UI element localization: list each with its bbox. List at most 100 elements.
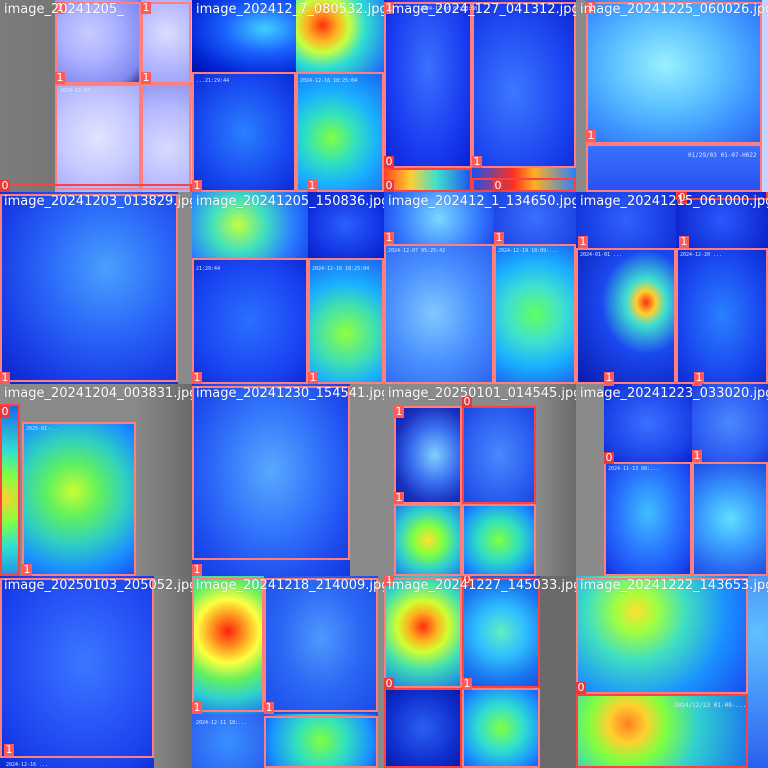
- class-label: 1: [384, 576, 394, 586]
- thermal-image: [192, 192, 308, 258]
- mosaic-tile: 1 image_20241203_013829.jpg: [0, 192, 192, 384]
- class-label: 1: [0, 371, 10, 384]
- class-label: 1: [694, 371, 704, 384]
- thermal-image: [676, 248, 768, 384]
- thermal-image: [576, 694, 748, 768]
- class-label: 1: [308, 371, 318, 384]
- timestamp: 2024-12-07 ...: [60, 88, 103, 94]
- detection-box: [264, 716, 378, 768]
- image-filename: image_20241205_: [4, 2, 124, 17]
- detection-box: [55, 84, 141, 190]
- class-label: 1: [192, 179, 202, 192]
- detection-box: [384, 578, 462, 688]
- thermal-image: [384, 192, 494, 244]
- mosaic-tile: 1 2024-12-16 ... image_20250103_205052.j…: [0, 576, 192, 768]
- detection-box: [308, 258, 384, 384]
- mosaic-tile: 1 1 1 1 0 2024-12-07 ... image_20241205_: [0, 0, 192, 192]
- image-filename: image_20241215_061000.jpg: [580, 194, 768, 209]
- detection-box: [604, 462, 692, 576]
- class-label: 1: [394, 405, 404, 418]
- class-label: 1: [192, 371, 202, 384]
- image-filename: image_202412_1_134650.jpg: [388, 194, 576, 209]
- class-label: 0: [384, 677, 394, 690]
- detection-box: [586, 2, 762, 144]
- thermal-image: [192, 72, 296, 192]
- mosaic-tile: 1 1 0 1 1 2024-01-01 ... 2024-12-20 ... …: [576, 192, 768, 384]
- class-label: 0: [677, 192, 687, 204]
- mosaic-tile: 1 0 1 image_20250101_014545.jpg: [384, 384, 576, 576]
- detection-box: [586, 144, 762, 192]
- mosaic-tile: 1 1 ...21:29:44 2024-12-16 18:25:04 imag…: [192, 0, 384, 192]
- mosaic-tile: 1 0 0 1 image_20241227_145033.jpg: [384, 576, 576, 768]
- image-filename: image_20241222_143653.jpg: [580, 578, 768, 593]
- image-filename: image_20241225_060026.jpg: [580, 2, 768, 17]
- detection-box: [141, 2, 191, 84]
- thermal-image: [55, 84, 141, 192]
- image-filename: image_202412_7_080532.jpg: [196, 2, 384, 17]
- timestamp: 01/29/03 01-07-H022: [688, 152, 757, 159]
- detection-box: [384, 168, 472, 192]
- class-label: 1: [141, 71, 151, 84]
- detection-box: [192, 258, 308, 384]
- thermal-image: [540, 576, 576, 768]
- timestamp: 2025-01-...: [26, 426, 60, 432]
- timestamp: 2024-11-13 08:...: [608, 466, 660, 472]
- detection-box: [692, 462, 768, 576]
- image-filename: image_20250103_205052.jpg: [4, 578, 192, 593]
- detection-box: [192, 386, 350, 560]
- detection-box: [22, 422, 136, 576]
- detection-box: [676, 248, 768, 384]
- thermal-image: [394, 406, 462, 504]
- class-label: 1: [578, 235, 588, 248]
- class-label: 1: [692, 449, 702, 462]
- thermal-image: [308, 258, 384, 384]
- thermal-image: [586, 144, 762, 192]
- class-label: 1: [4, 743, 14, 756]
- thermal-image: [676, 192, 768, 248]
- class-label: 0: [462, 395, 472, 408]
- detection-box: [0, 404, 20, 576]
- timestamp: 2024-12-16 18:25:04: [300, 78, 358, 84]
- thermal-image: [576, 576, 748, 694]
- class-label: 1: [462, 677, 472, 690]
- thermal-image: [0, 576, 154, 768]
- mosaic-tile: 1 image_20241230_154541.jpg: [192, 384, 384, 576]
- class-label: 1: [384, 1, 394, 14]
- mosaic-tile: 1 1 2024-12-07 05:25:42 2024-12-19 18:09…: [384, 192, 576, 384]
- detection-box: [55, 2, 141, 84]
- thermal-image: [384, 688, 462, 768]
- class-label: 0: [576, 681, 586, 694]
- detection-box: [384, 2, 472, 168]
- image-filename: image_20241227_145033.jpg: [388, 578, 576, 593]
- thermal-image: [462, 688, 540, 768]
- timestamp: ...21:29:44: [196, 78, 230, 84]
- thermal-image: [384, 576, 462, 688]
- detection-box: [0, 578, 154, 758]
- class-label: 0: [384, 155, 394, 168]
- class-label: 1: [307, 179, 317, 192]
- mosaic-tile: 1 1 0 1 2024-11-13 08:... image_20241223…: [576, 384, 768, 576]
- thermal-image: [0, 404, 20, 576]
- class-label: 1: [586, 129, 596, 142]
- detection-box: [0, 194, 178, 382]
- detection-box: [576, 694, 748, 768]
- image-filename: image_20241218_214009.jpg: [196, 578, 384, 593]
- image-filename: image_20241205_150836.jpg: [196, 194, 384, 209]
- thermal-image: [0, 192, 178, 384]
- detection-box: [384, 688, 462, 768]
- thermal-image: [192, 714, 264, 768]
- thermal-image: [22, 422, 136, 576]
- detection-box: [192, 72, 296, 192]
- thermal-image: [762, 0, 768, 192]
- thermal-image: [264, 714, 378, 768]
- thermal-image: [462, 576, 540, 688]
- class-label: 1: [394, 491, 404, 504]
- detection-box: [494, 244, 576, 384]
- class-label: 1: [264, 701, 274, 714]
- mosaic-tile: 1 1 1 2024-12-11 18:... image_20241218_2…: [192, 576, 384, 768]
- thermal-image: [462, 504, 536, 576]
- class-label: 1: [384, 231, 394, 244]
- thermal-image: [394, 504, 462, 576]
- class-label: 0: [462, 576, 472, 586]
